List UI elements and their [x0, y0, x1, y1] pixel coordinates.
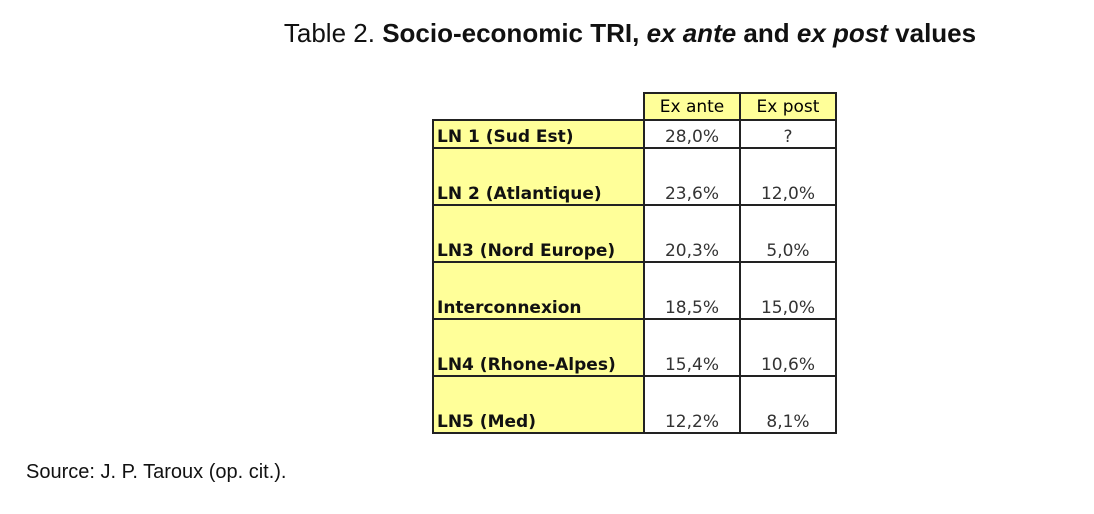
value-cell: 5,0% — [739, 204, 837, 263]
source: Source: J. P. Taroux (op. cit.). — [26, 461, 287, 483]
header-cell: Ex ante — [643, 92, 741, 121]
row-label: LN5 (Med) — [432, 375, 645, 434]
row-label: LN 1 (Sud Est) — [432, 119, 645, 149]
value-cell: 15,4% — [643, 318, 741, 377]
value-cell: 18,5% — [643, 261, 741, 320]
table-row: Interconnexion 18,5% 15,0% — [432, 261, 837, 320]
value-cell: 28,0% — [643, 119, 741, 149]
title-italic: ex ante — [646, 18, 737, 48]
title-prefix: Table 2. — [283, 18, 375, 48]
header-row: Ex ante Ex post — [433, 92, 837, 121]
title-italic: ex post — [796, 18, 888, 48]
table-row: LN3 (Nord Europe) 20,3% 5,0% — [432, 204, 837, 263]
table: Ex ante Ex post LN 1 (Sud Est) 28,0%? LN 2 (… — [432, 92, 837, 434]
table-row: LN 1 (Sud Est) 28,0%? — [432, 119, 837, 149]
row-label: Interconnexion — [432, 261, 645, 320]
title-suffix: values — [895, 18, 977, 48]
row-label: LN 2 (Atlantique) — [432, 147, 645, 206]
header-cell: Ex post — [739, 92, 837, 121]
value-cell: 23,6% — [643, 147, 741, 206]
row-label: LN3 (Nord Europe) — [432, 204, 645, 263]
value-cell: 12,2% — [643, 375, 741, 434]
table-row: LN4 (Rhone-Alpes) 15,4% 10,6% — [432, 318, 837, 377]
row-label: LN4 (Rhone-Alpes) — [432, 318, 645, 377]
title-mid: and — [743, 18, 790, 48]
table-row: LN 2 (Atlantique) 23,6% 12,0% — [432, 147, 837, 206]
value-cell: 10,6% — [739, 318, 837, 377]
value-cell: 15,0% — [739, 261, 837, 320]
value-cell: 8,1% — [739, 375, 837, 434]
title-bold: Socio-economic TRI, — [382, 18, 640, 48]
value-cell: 12,0% — [739, 147, 837, 206]
value-cell: 20,3% — [643, 204, 741, 263]
table-row: LN5 (Med) 12,2% 8,1% — [432, 375, 837, 434]
title: Table 2. Socio-economic TRI, ex ante and… — [0, 18, 1094, 49]
blank-cell — [433, 93, 644, 120]
value-cell: ? — [739, 119, 837, 149]
